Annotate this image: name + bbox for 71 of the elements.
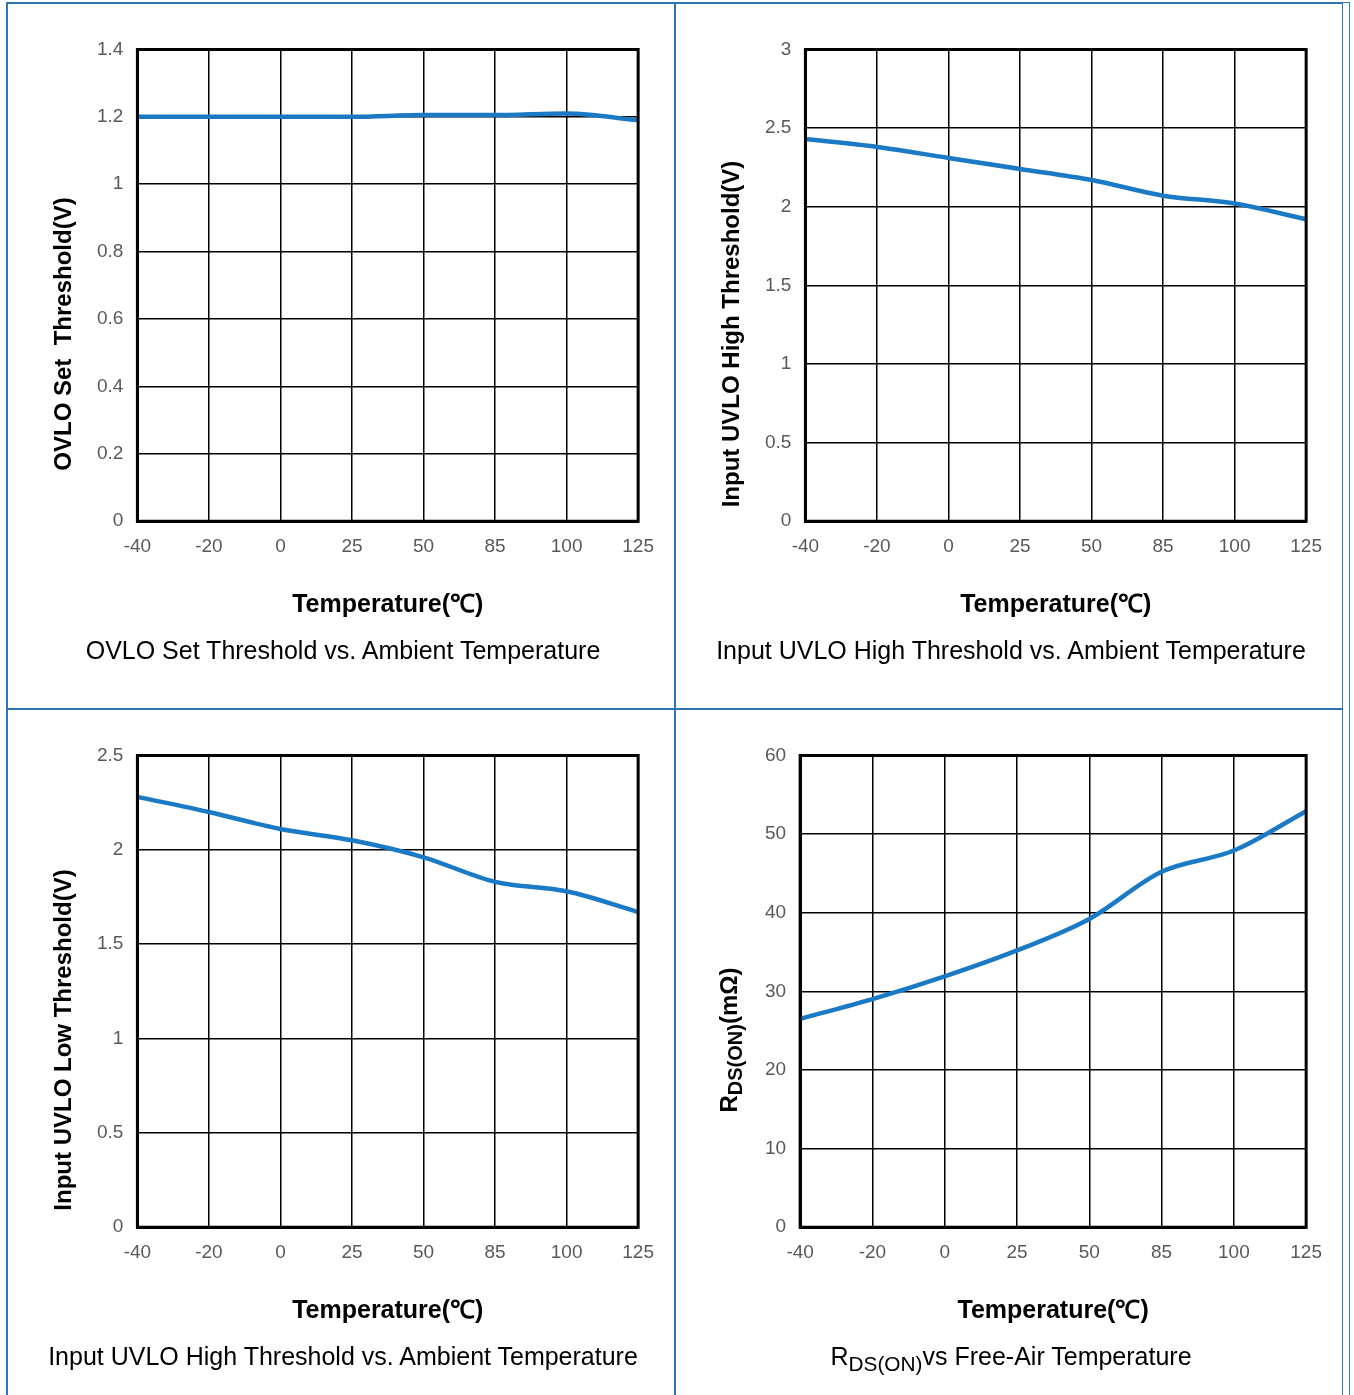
x-tick-label: 25 [341,1240,363,1262]
text: R$_{DS(ON)}$vs Free-Air Temperature [829,1341,1193,1377]
y-tick-label: 0 [112,1215,124,1237]
y-tick-label: 1.5 [764,273,792,295]
y-tick-label: 0.6 [96,307,124,329]
y-tick-label: 3 [780,37,792,59]
y-tick-label: 10 [764,1136,787,1158]
y-tick-label: 0 [775,1215,787,1237]
y-axis-title: OVLO Set Threshold(V) [49,197,77,471]
x-tick-label: 0 [275,534,286,556]
x-tick-label: 50 [1078,1240,1100,1262]
x-tick-label: -20 [195,534,223,556]
x-tick-label: -20 [863,534,891,556]
y-tick-label: 20 [764,1058,787,1080]
x-tick-label: 85 [484,1240,506,1262]
text: OVLO Set Threshold vs. Ambient Temperature [84,635,602,666]
x-tick-label: 125 [622,1240,654,1262]
y-tick-label: 1.5 [96,932,124,954]
x-tick-label: 25 [1006,1240,1028,1262]
x-tick-label: 125 [1290,534,1322,556]
x-tick-label: 50 [412,534,435,556]
x-tick-label: 25 [341,534,363,556]
x-tick-label: 50 [1080,534,1103,556]
text: Input UVLO High Threshold vs. Ambient Temperature [715,635,1307,666]
x-tick-label: 85 [1152,534,1174,556]
y-tick-label: 60 [764,743,787,765]
x-tick-label: 100 [550,1240,583,1262]
x-tick-label: 100 [1218,1240,1250,1262]
x-tick-label: 0 [939,1240,950,1262]
x-tick-label: 100 [550,534,583,556]
y-tick-label: 0.2 [96,442,124,464]
x-axis-title: Temperature(℃) [957,1294,1149,1323]
y-tick-label: 2.5 [764,116,792,138]
y-tick-label: 2 [780,194,792,216]
x-axis-title: Temperature(℃) [960,588,1152,617]
y-tick-label: 0.4 [96,374,124,396]
y-tick-label: 1 [112,172,124,194]
x-tick-label: 0 [275,1240,286,1262]
x-tick-label: 85 [1151,1240,1173,1262]
x-axis-title: Temperature(℃) [292,588,484,617]
y-tick-label: 30 [764,979,787,1001]
y-tick-label: 0 [112,509,124,531]
y-tick-label: 0 [780,509,792,531]
y-tick-label: 1 [112,1026,124,1048]
y-tick-label: 1.4 [96,37,124,59]
text: Input UVLO High Threshold vs. Ambient Temperature [47,1341,639,1372]
y-tick-label: 1.2 [96,105,124,127]
x-tick-label: -40 [786,1240,814,1262]
x-tick-label: 125 [622,534,654,556]
x-axis-title: Temperature(℃) [292,1294,484,1323]
x-tick-label: -40 [123,1240,152,1262]
y-tick-label: 0.5 [96,1121,124,1143]
y-tick-label: 2.5 [96,743,124,765]
x-tick-label: 50 [412,1240,435,1262]
x-tick-label: 25 [1009,534,1031,556]
x-tick-label: -40 [123,534,152,556]
x-tick-label: 0 [943,534,954,556]
x-tick-label: -20 [858,1240,887,1262]
y-tick-label: 1 [780,352,792,374]
y-tick-label: 0.8 [96,239,124,261]
y-tick-label: 0.5 [764,430,792,452]
x-tick-label: 85 [484,534,506,556]
y-axis-title: Input UVLO Low Threshold(V) [49,869,77,1211]
y-tick-label: 50 [764,822,787,844]
x-tick-label: 125 [1290,1240,1322,1262]
y-tick-label: 40 [764,900,787,922]
y-axis-title: Input UVLO High Threshold(V) [717,160,745,508]
x-tick-label: -20 [195,1240,223,1262]
y-tick-label: 2 [112,837,124,859]
x-tick-label: -40 [791,534,820,556]
x-tick-label: 100 [1218,534,1251,556]
